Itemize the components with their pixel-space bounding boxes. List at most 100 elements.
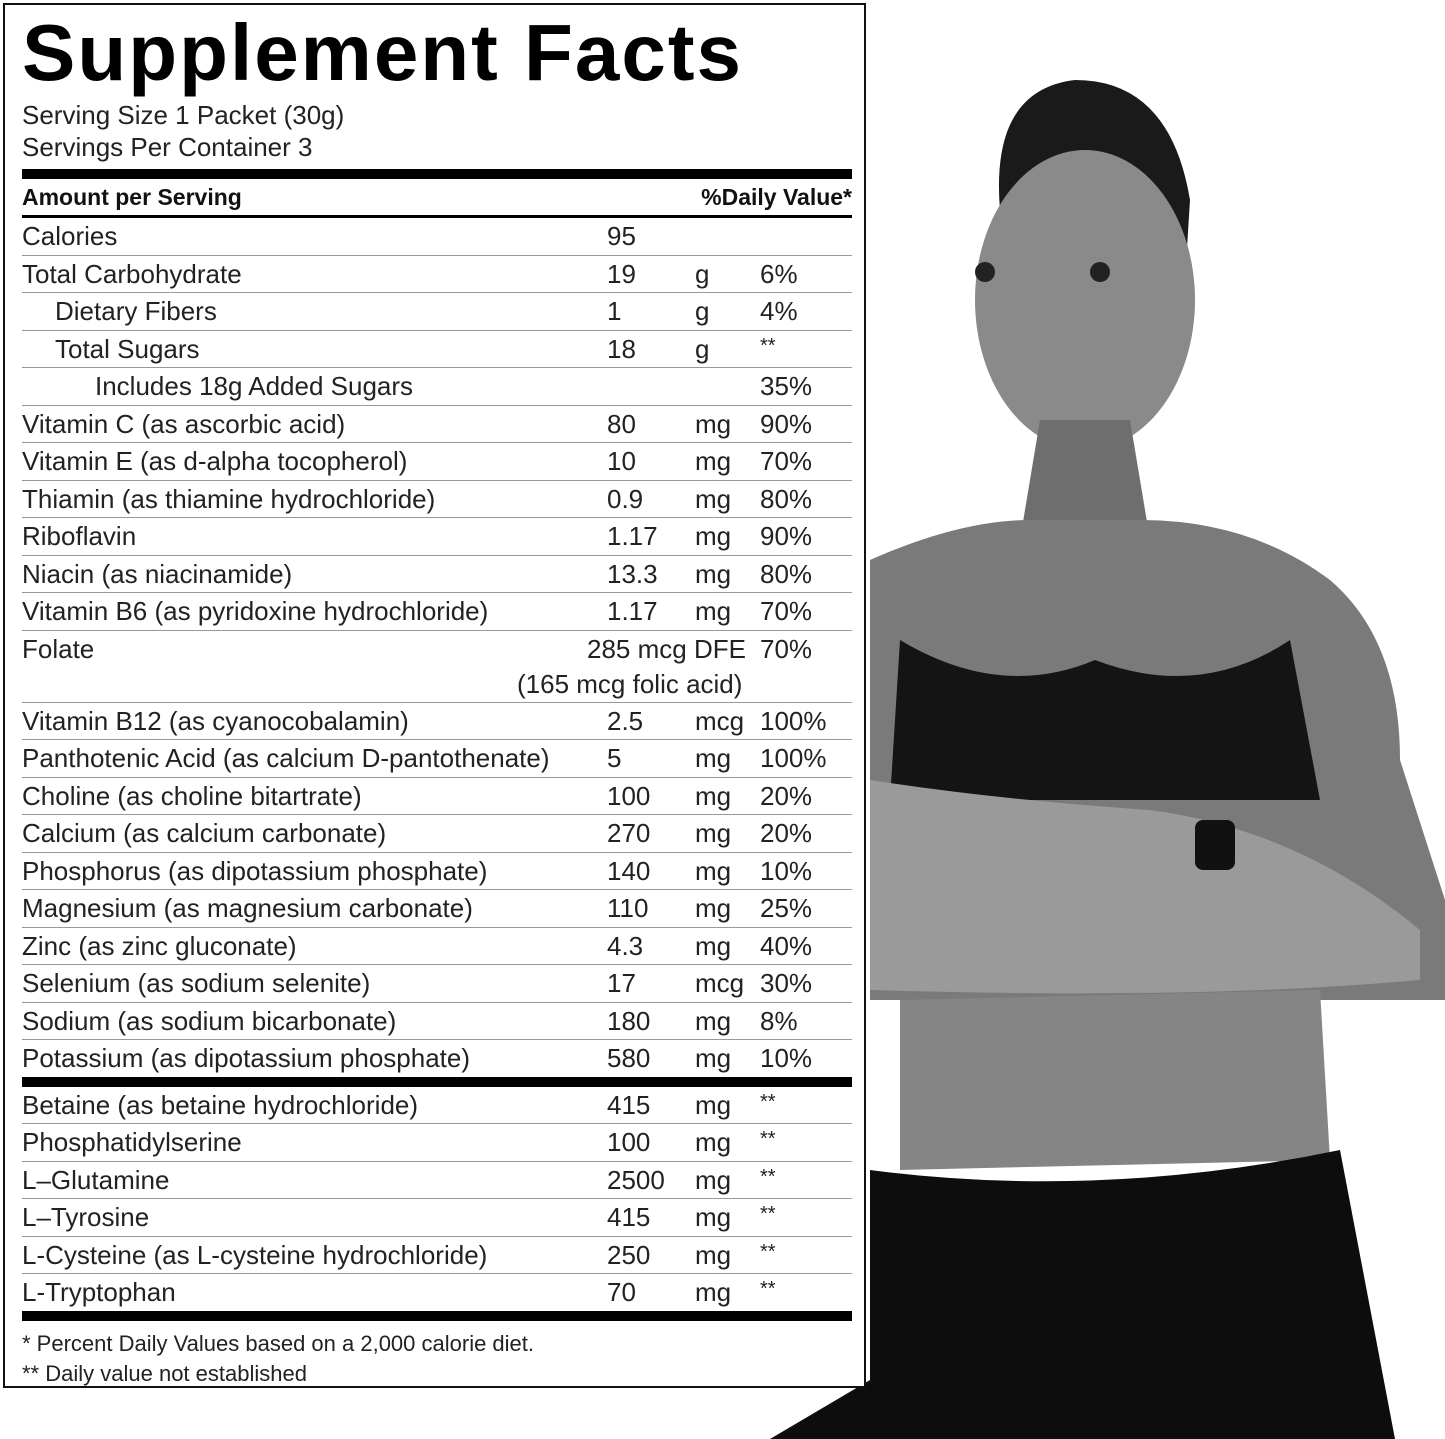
nutrient-sub-amount: (165 mcg folic acid) xyxy=(517,668,743,699)
nutrient-amount: 70 xyxy=(607,1277,636,1307)
nutrient-unit: g xyxy=(695,296,710,326)
nutrient-name: L–Glutamine xyxy=(22,1164,170,1195)
nutrient-amount: 415 xyxy=(607,1202,651,1232)
nutrient-amount: 18 xyxy=(607,333,636,364)
nutrient-row: L–Glutamine 2500 mg ** xyxy=(22,1162,852,1199)
nutrient-name: Dietary Fibers xyxy=(55,296,217,326)
nutrient-name: Riboflavin xyxy=(22,521,137,551)
nutrient-daily-value: ** xyxy=(760,334,776,357)
nutrient-amount: 270 xyxy=(607,818,651,848)
nutrient-amount: 100 xyxy=(607,780,651,811)
nutrient-name: Betaine (as betaine hydrochloride) xyxy=(22,1089,419,1120)
thick-divider xyxy=(22,1310,852,1321)
nutrient-amount: 580 xyxy=(607,1043,651,1073)
nutrient-row: Total Carbohydrate 19 g 6% xyxy=(22,256,852,293)
nutrient-daily-value: 70% xyxy=(760,446,813,476)
nutrient-name: Folate xyxy=(22,633,95,664)
nutrient-row: Vitamin C (as ascorbic acid) 80 mg 90% xyxy=(22,406,852,443)
nutrient-row: Total Sugars 18 g ** xyxy=(22,331,852,368)
nutrient-daily-value: ** xyxy=(760,1203,776,1225)
nutrient-name: Includes 18g Added Sugars xyxy=(95,371,414,401)
nutrient-row: L–Tyrosine 415 mg ** xyxy=(22,1199,852,1237)
nutrient-unit: mg xyxy=(695,1005,732,1036)
nutrient-name: Potassium (as dipotassium phosphate) xyxy=(22,1043,471,1073)
column-header: Amount per Serving %Daily Value* xyxy=(22,179,852,215)
nutrient-name: Phosphorus (as dipotassium phosphate) xyxy=(22,855,488,886)
nutrient-unit: mg xyxy=(695,1089,732,1120)
nutrient-daily-value: ** xyxy=(760,1128,776,1150)
nutrient-unit: mg xyxy=(695,446,732,476)
nutrient-daily-value: 70% xyxy=(760,633,813,664)
nutrient-daily-value: 70% xyxy=(760,596,813,626)
footnote-daily-values: * Percent Daily Values based on a 2,000 … xyxy=(22,1330,535,1356)
nutrient-daily-value: 100% xyxy=(760,743,827,773)
nutrient-unit: mg xyxy=(695,743,732,773)
nutrient-daily-value: 20% xyxy=(760,780,813,811)
nutrient-daily-value: 40% xyxy=(760,930,813,961)
nutrient-unit: mg xyxy=(695,1202,732,1232)
nutrient-amount: 110 xyxy=(607,893,649,923)
nutrient-unit: mcg xyxy=(695,968,745,998)
nutrient-daily-value: ** xyxy=(760,1278,776,1300)
nutrient-row: Thiamin (as thiamine hydrochloride) 0.9 mg… xyxy=(22,481,852,518)
nutrient-unit: mcg xyxy=(695,705,745,736)
nutrient-row: Dietary Fibers 1 g 4% xyxy=(22,293,852,331)
nutrient-amount: 2.5 xyxy=(607,705,644,736)
nutrient-daily-value: 30% xyxy=(760,968,813,998)
nutrient-row: Vitamin B12 (as cyanocobalamin) 2.5 mcg 100… xyxy=(22,703,852,740)
nutrient-daily-value: ** xyxy=(760,1240,776,1263)
nutrient-amount: 17 xyxy=(607,968,636,998)
nutrient-name: Calories xyxy=(22,221,118,251)
nutrient-name: L–Tyrosine xyxy=(22,1202,150,1232)
nutrient-row: Riboflavin 1.17 mg 90% xyxy=(22,518,852,556)
amount-per-serving-heading: Amount per Serving xyxy=(22,183,242,210)
nutrient-list: Calories 95 Total Carbohydrate 19 g 6% Dietary… xyxy=(22,218,852,1077)
thick-divider xyxy=(22,1076,852,1087)
nutrient-unit: mg xyxy=(695,855,732,886)
nutrient-name: Choline (as choline bitartrate) xyxy=(22,780,362,811)
nutrient-unit: g xyxy=(695,333,710,364)
nutrient-unit: mg xyxy=(695,930,732,961)
nutrient-daily-value: 4% xyxy=(760,296,798,326)
thick-divider xyxy=(22,169,852,179)
nutrient-amount: 10 xyxy=(607,446,636,476)
nutrient-row: Zinc (as zinc gluconate) 4.3 mg 40% xyxy=(22,928,852,965)
nutrient-amount: 2500 xyxy=(607,1164,665,1195)
nutrient-name: Sodium (as sodium bicarbonate) xyxy=(22,1005,397,1036)
nutrient-unit: mg xyxy=(695,1164,732,1195)
nutrient-row: L-Cysteine (as L-cysteine hydrochloride)… xyxy=(22,1237,852,1274)
nutrient-amount: 1.17 xyxy=(607,521,658,551)
nutrient-row: Panthotenic Acid (as calcium D-pantothen… xyxy=(22,740,852,778)
nutrient-amount: 140 xyxy=(607,855,651,886)
nutrient-unit: mg xyxy=(695,596,732,626)
nutrient-row: Vitamin B6 (as pyridoxine hydrochloride)… xyxy=(22,593,852,631)
nutrient-row: Niacin (as niacinamide) 13.3 mg 80% xyxy=(22,556,852,593)
nutrient-daily-value: ** xyxy=(760,1090,776,1113)
label-title: Supplement Facts xyxy=(22,8,744,97)
nutrient-name: Total Sugars xyxy=(55,333,200,364)
other-ingredients-list: Betaine (as betaine hydrochloride) 415 mg *… xyxy=(22,1087,852,1311)
nutrient-row: Phosphorus (as dipotassium phosphate) 140… xyxy=(22,853,852,890)
nutrient-amount: 0.9 xyxy=(607,483,644,514)
nutrient-daily-value: 6% xyxy=(760,258,798,289)
footnote-not-established: ** Daily value not established xyxy=(22,1360,307,1386)
nutrient-amount: 415 xyxy=(607,1089,651,1120)
nutrient-name: Zinc (as zinc gluconate) xyxy=(22,930,297,961)
nutrient-name: Vitamin C (as ascorbic acid) xyxy=(22,408,346,439)
footnotes: * Percent Daily Values based on a 2,000 … xyxy=(22,1329,852,1389)
woman-figure-image xyxy=(770,80,1445,1439)
nutrient-amount: 100 xyxy=(607,1127,651,1157)
nutrient-unit: mg xyxy=(695,558,732,589)
nutrient-daily-value: 90% xyxy=(760,521,813,551)
supplement-facts-label: Supplement Facts Serving Size 1 Packet (… xyxy=(3,3,866,1388)
nutrient-unit: mg xyxy=(695,780,732,811)
daily-value-heading: %Daily Value* xyxy=(701,183,852,210)
serving-size: Serving Size 1 Packet (30g) xyxy=(22,100,345,130)
nutrient-row: Calcium (as calcium carbonate) 270 mg 20% xyxy=(22,815,852,853)
nutrient-daily-value: 35% xyxy=(760,371,813,401)
nutrient-daily-value: 90% xyxy=(760,408,813,439)
nutrient-daily-value: 10% xyxy=(760,855,813,886)
nutrient-amount: 180 xyxy=(607,1005,651,1036)
nutrient-amount: 4.3 xyxy=(607,930,644,961)
